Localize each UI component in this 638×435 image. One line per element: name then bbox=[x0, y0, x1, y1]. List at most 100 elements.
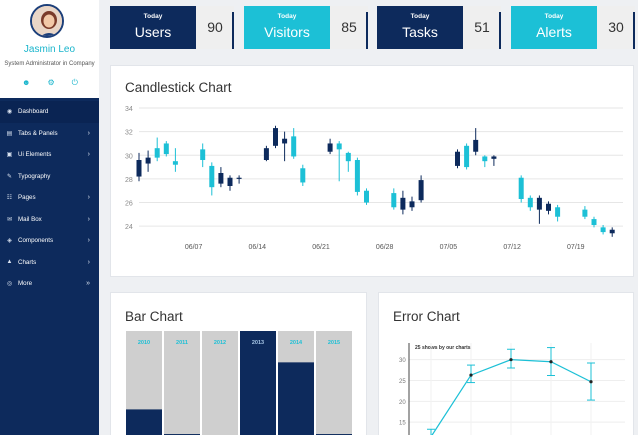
bar bbox=[240, 331, 276, 435]
sidebar-item-label: Ui Elements bbox=[18, 151, 52, 159]
x-tick-label: 07/12 bbox=[503, 244, 521, 251]
mail-icon: ✉ bbox=[6, 216, 13, 223]
candle-body bbox=[418, 180, 424, 201]
sidebar-item-pages[interactable]: ☷ Pages › bbox=[0, 187, 99, 209]
candle-body bbox=[491, 156, 497, 159]
panel-title: Error Chart bbox=[393, 309, 460, 324]
candle-body bbox=[591, 219, 597, 225]
bar-category-label: 2011 bbox=[176, 340, 188, 346]
y-tick-label: 24 bbox=[125, 224, 133, 231]
sidebar-item-components[interactable]: ◈ Components › bbox=[0, 230, 99, 252]
sidebar-item-label: Dashboard bbox=[18, 108, 49, 116]
panel-title: Candlestick Chart bbox=[125, 80, 232, 95]
bar-background bbox=[202, 331, 238, 435]
user-icon[interactable]: ☻ bbox=[22, 78, 31, 87]
candle-body bbox=[527, 197, 533, 208]
bar-background bbox=[316, 331, 352, 435]
bar bbox=[126, 409, 162, 435]
stat-name: Alerts bbox=[536, 24, 572, 40]
bar-chart: 2010 2011 2012 2013 2014 2015 bbox=[126, 331, 352, 435]
bar-category-label: 2012 bbox=[214, 340, 226, 346]
stat-label-box: Today Alerts bbox=[511, 6, 597, 49]
sidebar: Jasmin Leo System Administrator in Compa… bbox=[0, 0, 99, 435]
settings-icon[interactable]: ⚙ bbox=[47, 78, 55, 87]
double-chevron-icon: » bbox=[86, 280, 90, 288]
candle-body bbox=[400, 197, 406, 210]
stat-today: Today bbox=[410, 13, 430, 20]
sidebar-item-label: Components bbox=[18, 237, 54, 245]
sidebar-item-charts[interactable]: ▲ Charts › bbox=[0, 252, 99, 274]
stat-today: Today bbox=[277, 13, 297, 20]
chevron-right-icon: › bbox=[87, 194, 90, 202]
bar bbox=[278, 362, 314, 435]
candle-body bbox=[582, 209, 588, 217]
stat-label-box: Today Users bbox=[110, 6, 196, 49]
x-tick-label: 07/05 bbox=[440, 244, 458, 251]
sidebar-item-label: More bbox=[18, 280, 33, 288]
profile-card: Jasmin Leo System Administrator in Compa… bbox=[0, 0, 99, 98]
power-icon[interactable]: ⏻ bbox=[71, 78, 78, 87]
sidebar-item-ui-elements[interactable]: ▣ Ui Elements › bbox=[0, 144, 99, 166]
candle-body bbox=[364, 190, 369, 203]
stat-name: Users bbox=[134, 24, 172, 40]
candle-body bbox=[536, 197, 542, 210]
chevron-right-icon: › bbox=[87, 237, 90, 245]
avatar[interactable] bbox=[30, 4, 64, 38]
sidebar-item-label: Charts bbox=[18, 258, 37, 266]
stat-name: Tasks bbox=[402, 24, 438, 40]
candle-body bbox=[464, 145, 470, 168]
y-tick-label: 25 bbox=[399, 379, 406, 385]
sidebar-item-dashboard[interactable]: ◉ Dashboard bbox=[0, 101, 99, 123]
candle-body bbox=[172, 161, 178, 165]
candle-body bbox=[227, 177, 233, 186]
sidebar-item-typography[interactable]: ✎ Typography bbox=[0, 166, 99, 188]
stat-today: Today bbox=[143, 13, 163, 20]
candlestick-chart: 34 32 30 28 26 24 06/07 06/14 06/21 06/28 07/05 07/… bbox=[125, 106, 623, 251]
candle-body bbox=[154, 148, 160, 158]
candle-body bbox=[391, 193, 397, 208]
candle-body bbox=[482, 156, 488, 162]
sidebar-item-tabs-panels[interactable]: ▤ Tabs & Panels › bbox=[0, 123, 99, 145]
candle-body bbox=[218, 173, 224, 184]
x-tick-label: 06/07 bbox=[185, 244, 203, 251]
chevron-right-icon: › bbox=[87, 258, 90, 266]
pencil-icon: ✎ bbox=[6, 173, 13, 180]
bar-category-label: 2015 bbox=[328, 340, 340, 346]
y-tick-label: 32 bbox=[125, 130, 133, 137]
candle-body bbox=[145, 157, 151, 164]
sidebar-item-label: Tabs & Panels bbox=[18, 129, 58, 137]
globe-icon: ◎ bbox=[6, 281, 13, 288]
sidebar-item-mail-box[interactable]: ✉ Mail Box › bbox=[0, 209, 99, 231]
y-tick-label: 34 bbox=[125, 106, 133, 113]
candle-body bbox=[263, 148, 269, 160]
candle-body bbox=[291, 136, 297, 157]
candle-body bbox=[609, 229, 615, 234]
y-tick-label: 26 bbox=[125, 201, 133, 208]
sidebar-item-label: Mail Box bbox=[18, 215, 42, 223]
stat-value: 51 bbox=[463, 6, 501, 49]
y-tick-label: 15 bbox=[399, 421, 406, 427]
pages-icon: ☷ bbox=[6, 195, 13, 202]
bar-background bbox=[164, 331, 200, 435]
y-tick-label: 30 bbox=[125, 153, 133, 160]
candle-body bbox=[163, 143, 169, 155]
sidebar-item-label: Typography bbox=[18, 172, 51, 180]
candle-body bbox=[600, 227, 606, 233]
candle-body bbox=[455, 151, 460, 166]
error-panel: Error Chart 25 shows by our charts 30 25 20… bbox=[378, 292, 634, 435]
y-tick-label: 30 bbox=[399, 358, 406, 364]
stat-value: 85 bbox=[330, 6, 368, 49]
panel-title: Bar Chart bbox=[125, 309, 183, 324]
candle-body bbox=[518, 177, 524, 199]
bar-panel: Bar Chart 2010 2011 2012 2013 2014 2015 bbox=[110, 292, 367, 435]
data-point bbox=[549, 360, 553, 364]
x-tick-label: 06/14 bbox=[249, 244, 267, 251]
profile-role: System Administrator in Company bbox=[4, 61, 95, 67]
candle-body bbox=[409, 201, 415, 208]
stat-today: Today bbox=[544, 13, 564, 20]
sidebar-item-more[interactable]: ◎ More » bbox=[0, 273, 99, 295]
candle-body bbox=[273, 128, 278, 146]
candle-body bbox=[546, 203, 551, 211]
chart-subtitle: 25 shows by our charts bbox=[415, 345, 471, 351]
candle-body bbox=[327, 143, 333, 152]
